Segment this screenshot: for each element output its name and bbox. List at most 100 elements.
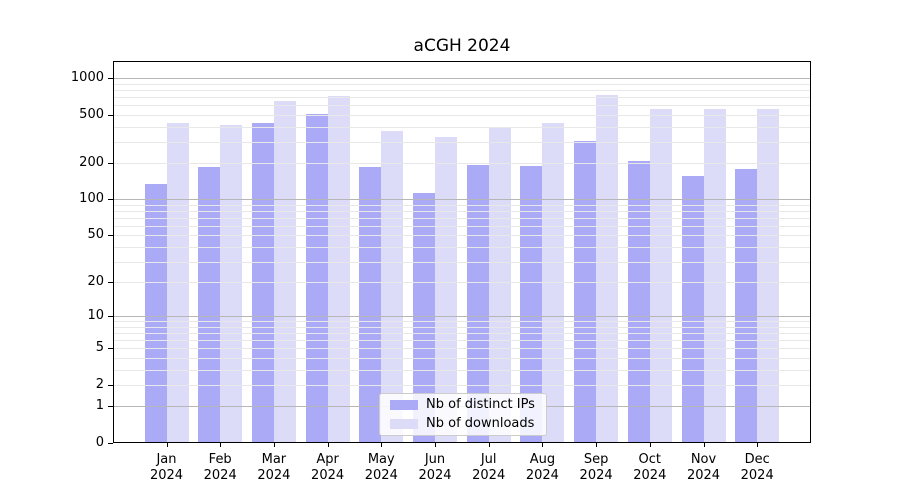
bar-distinct-ips-feb bbox=[198, 166, 221, 442]
x-tick-label-year: 2024 bbox=[525, 468, 559, 483]
bar-downloads-jun bbox=[435, 136, 457, 442]
x-tick-label-year: 2024 bbox=[472, 468, 506, 483]
x-tick-label-month: Dec bbox=[744, 452, 770, 467]
x-tick-mark bbox=[596, 443, 598, 447]
x-tick-label-year: 2024 bbox=[740, 468, 774, 483]
bar-downloads-feb bbox=[220, 125, 243, 442]
legend: Nb of distinct IPs Nb of downloads bbox=[379, 393, 547, 436]
x-tick-label-month: May bbox=[367, 452, 395, 467]
x-tick-label-year: 2024 bbox=[579, 468, 613, 483]
bar-distinct-ips-may bbox=[359, 167, 382, 442]
x-tick-mark bbox=[381, 443, 383, 447]
gridline-minor bbox=[114, 225, 810, 227]
bar-distinct-ips-jun bbox=[413, 193, 435, 442]
gridline-minor bbox=[114, 333, 810, 335]
legend-label-distinct-ips: Nb of distinct IPs bbox=[426, 397, 535, 413]
x-tick-label-year: 2024 bbox=[203, 468, 237, 483]
y-tick-label: 2 bbox=[95, 377, 104, 392]
x-tick-label-month: Jul bbox=[480, 452, 497, 467]
gridline-minor bbox=[114, 348, 810, 350]
y-tick-mark bbox=[108, 385, 113, 386]
bar-distinct-ips-jan bbox=[144, 183, 167, 442]
gridline-minor bbox=[114, 235, 810, 237]
bar-distinct-ips-nov bbox=[681, 176, 704, 442]
x-tick-mark bbox=[166, 443, 168, 447]
y-tick-mark bbox=[108, 316, 113, 318]
legend-item-downloads: Nb of downloads bbox=[390, 415, 536, 433]
bar-distinct-ips-oct bbox=[627, 160, 650, 442]
x-tick-label-month: Sep bbox=[583, 452, 609, 467]
x-tick-mark bbox=[220, 443, 222, 447]
x-tick-mark bbox=[435, 443, 436, 447]
gridline-minor bbox=[114, 204, 810, 206]
x-tick-label-month: Aug bbox=[529, 452, 556, 467]
gridline-minor bbox=[114, 211, 810, 213]
bar-downloads-mar bbox=[273, 100, 296, 442]
legend-label-downloads: Nb of downloads bbox=[426, 415, 535, 431]
gridline-minor bbox=[114, 385, 810, 386]
y-tick-mark bbox=[108, 406, 113, 408]
x-tick-label-month: Mar bbox=[261, 452, 287, 467]
gridline-minor bbox=[114, 90, 810, 92]
y-tick-label: 1 bbox=[95, 398, 104, 414]
gridline-minor bbox=[114, 327, 810, 328]
gridline-major bbox=[114, 78, 810, 80]
bar-distinct-ips-sep bbox=[574, 140, 597, 442]
gridline-minor bbox=[114, 369, 810, 371]
y-tick-label: 50 bbox=[87, 227, 104, 243]
gridline-minor bbox=[114, 141, 810, 143]
y-tick-mark bbox=[108, 235, 113, 237]
y-tick-mark bbox=[108, 443, 113, 444]
x-tick-label-month: Feb bbox=[208, 452, 232, 467]
chart-title: aCGH 2024 bbox=[413, 36, 511, 56]
bar-downloads-sep bbox=[596, 94, 619, 442]
y-tick-label: 0 bbox=[95, 435, 104, 450]
gridline-minor bbox=[114, 321, 810, 323]
x-tick-label-year: 2024 bbox=[364, 468, 398, 483]
bar-distinct-ips-aug bbox=[520, 165, 543, 442]
gridline-minor bbox=[114, 217, 810, 219]
y-tick-label: 5 bbox=[95, 340, 104, 356]
gridline-minor bbox=[114, 83, 810, 85]
legend-swatch-downloads bbox=[390, 418, 418, 429]
x-tick-label-year: 2024 bbox=[686, 468, 721, 483]
x-tick-mark bbox=[649, 443, 651, 447]
bar-downloads-may bbox=[381, 130, 404, 442]
x-tick-mark bbox=[703, 443, 705, 447]
bar-downloads-dec bbox=[757, 109, 780, 442]
gridline-minor bbox=[114, 97, 810, 99]
x-tick-label-month: Jun bbox=[424, 452, 446, 467]
y-tick-label: 100 bbox=[79, 191, 104, 207]
y-tick-mark bbox=[108, 163, 113, 165]
x-tick-mark bbox=[488, 443, 490, 447]
bar-downloads-nov bbox=[703, 108, 726, 442]
bar-downloads-jul bbox=[488, 127, 511, 442]
x-tick-mark bbox=[542, 443, 544, 447]
y-tick-mark bbox=[108, 114, 113, 116]
y-tick-label: 1000 bbox=[70, 70, 104, 86]
y-tick-label: 500 bbox=[79, 106, 104, 122]
x-tick-label-year: 2024 bbox=[311, 468, 345, 483]
x-tick-label-month: Oct bbox=[638, 452, 662, 467]
gridline-minor bbox=[114, 163, 810, 165]
x-tick-mark bbox=[327, 443, 329, 447]
bar-downloads-apr bbox=[327, 96, 350, 442]
gridline-minor bbox=[114, 114, 810, 116]
bar-distinct-ips-jul bbox=[466, 164, 489, 442]
x-tick-label-year: 2024 bbox=[149, 468, 184, 483]
x-tick-label-year: 2024 bbox=[633, 468, 667, 483]
y-tick-mark bbox=[108, 199, 113, 201]
gridline-minor bbox=[114, 126, 810, 128]
gridline-minor bbox=[114, 246, 810, 248]
y-tick-mark bbox=[108, 282, 113, 284]
x-tick-mark bbox=[757, 443, 759, 447]
legend-item-distinct-ips: Nb of distinct IPs bbox=[390, 396, 536, 414]
gridline-major bbox=[114, 199, 810, 201]
gridline-minor bbox=[114, 340, 810, 342]
x-tick-label-month: Jan bbox=[156, 452, 177, 467]
gridline-minor bbox=[114, 261, 810, 263]
y-tick-mark bbox=[108, 78, 113, 80]
x-tick-label-year: 2024 bbox=[418, 468, 452, 483]
y-tick-label: 10 bbox=[87, 308, 104, 324]
gridline-minor bbox=[114, 358, 810, 360]
